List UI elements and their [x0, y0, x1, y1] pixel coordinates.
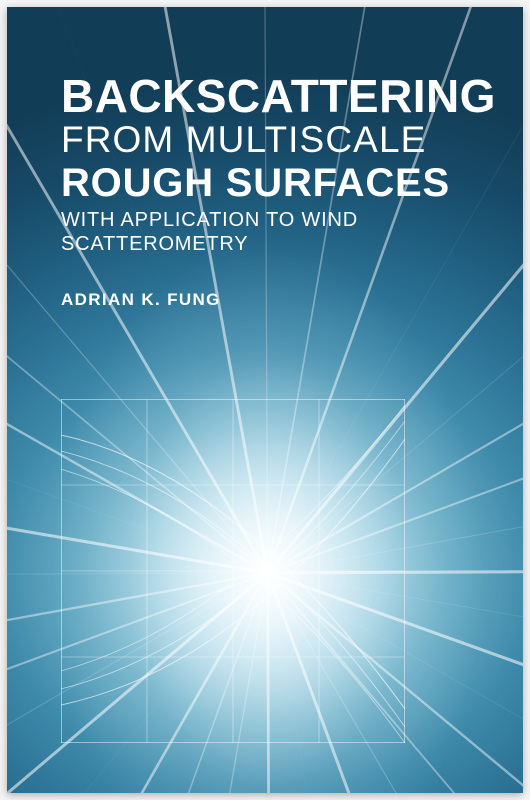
- title-line-1: BACKSCATTERING: [61, 73, 483, 119]
- title-block: BACKSCATTERING FROM MULTISCALE ROUGH SUR…: [61, 73, 483, 310]
- author-name: ADRIAN K. FUNG: [61, 290, 483, 310]
- title-line-3: ROUGH SURFACES: [61, 162, 483, 204]
- title-subtitle: WITH APPLICATION TO WIND SCATTEROMETRY: [61, 208, 483, 256]
- grid-diagram: [61, 399, 405, 743]
- title-line-2: FROM MULTISCALE: [61, 121, 483, 160]
- book-cover: BACKSCATTERING FROM MULTISCALE ROUGH SUR…: [7, 7, 523, 793]
